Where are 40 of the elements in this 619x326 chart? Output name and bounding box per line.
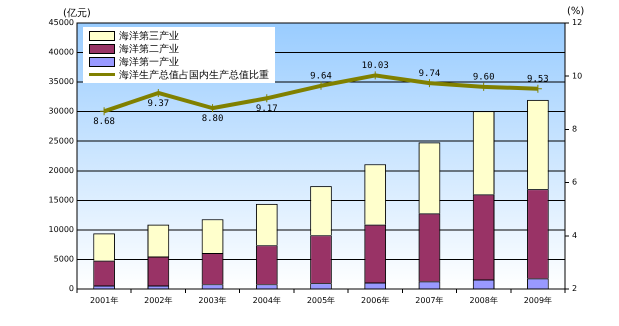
y2-tick-label: 4: [572, 230, 578, 240]
y2-tick-label: 6: [572, 178, 578, 187]
y2-tick-label: 10: [572, 71, 582, 80]
x-tick-label: 2009年: [524, 296, 552, 305]
y2-axis-title: (%): [567, 6, 584, 17]
x-tick-label: 2007年: [415, 296, 444, 305]
data-label: 8.80: [202, 114, 224, 124]
y-axis-title: (亿元): [63, 7, 91, 19]
y-tick-label: 10000: [48, 224, 74, 234]
legend-label: 海洋第三产业: [119, 30, 179, 42]
x-tick-label: 2005年: [306, 296, 336, 305]
data-label: 9.37: [147, 98, 170, 109]
y-tick-label: 20000: [48, 166, 74, 175]
legend-label: 海洋生产总值占国内生产总值比重: [119, 68, 269, 82]
x-tick-label: 2002年: [144, 296, 173, 305]
y-tick-label: 35000: [48, 77, 74, 86]
x-tick-label: 2001年: [90, 296, 118, 305]
y2-tick-label: 2: [572, 284, 578, 294]
data-label: 9.53: [527, 74, 549, 85]
y-tick-label: 5000: [54, 254, 74, 264]
data-label: 8.68: [93, 117, 115, 128]
y-tick-label: 40000: [48, 48, 74, 57]
y-tick-label: 0: [68, 284, 74, 294]
data-label: 9.64: [310, 72, 332, 82]
y2-tick-label: 8: [572, 124, 578, 134]
x-tick-label: 2006年: [361, 296, 390, 305]
legend-label: 海洋第二产业: [119, 42, 179, 56]
x-tick-label: 2004年: [252, 296, 281, 305]
data-label: 10.03: [362, 61, 389, 72]
data-label: 9.17: [256, 104, 278, 114]
y-tick-label: 30000: [48, 106, 74, 116]
y-tick-label: 15000: [48, 195, 74, 204]
data-label: 9.74: [418, 68, 440, 79]
legend-label: 海洋第一产业: [119, 56, 179, 68]
y-tick-label: 45000: [48, 18, 74, 28]
x-tick-label: 2008年: [469, 296, 498, 305]
x-tick-label: 2003年: [198, 296, 227, 305]
data-label: 9.60: [472, 72, 495, 83]
y-tick-label: 25000: [48, 136, 74, 146]
y2-tick-label: 12: [572, 18, 582, 28]
